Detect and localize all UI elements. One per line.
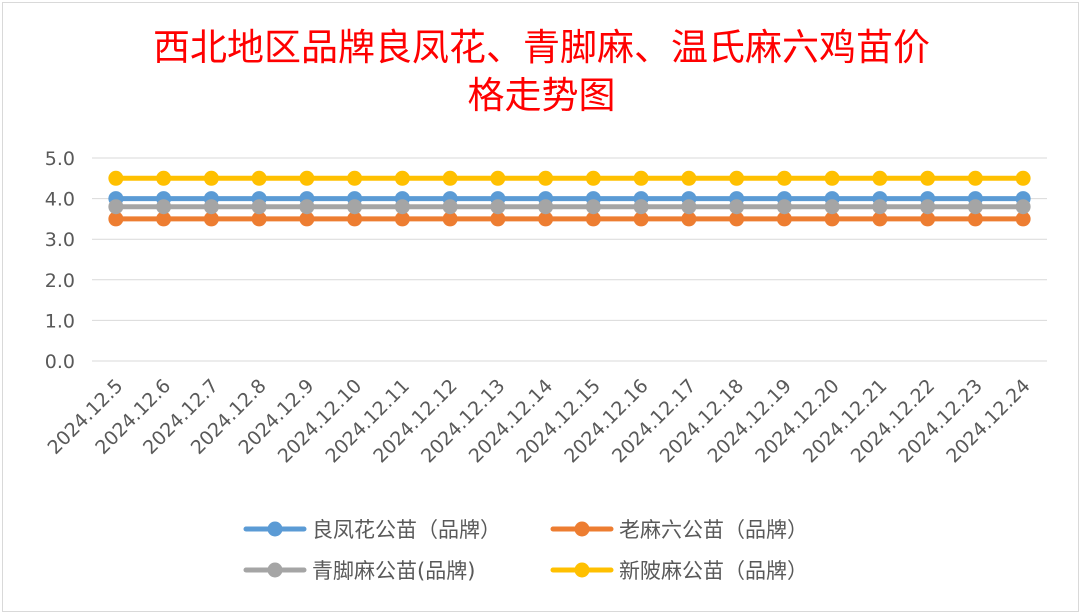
data-point	[824, 211, 840, 227]
data-point	[538, 199, 554, 215]
y-tick-label: 0.0	[45, 351, 75, 373]
data-point	[920, 199, 936, 215]
legend: 良凤花公苗（品牌） 老麻六公苗（品牌） 青脚麻公苗(品牌) 新陂麻公苗（品牌）	[243, 518, 808, 583]
data-point	[156, 199, 172, 215]
data-point	[872, 170, 888, 186]
data-point	[967, 199, 983, 215]
data-point	[251, 199, 267, 215]
data-point	[394, 211, 410, 227]
data-point	[203, 170, 219, 186]
data-point	[442, 170, 458, 186]
gridlines	[92, 157, 1047, 362]
data-point	[203, 199, 219, 215]
chart-title: 西北地区品牌良凤花、青脚麻、温氏麻六鸡苗价 格走势图	[0, 24, 1083, 120]
data-point	[108, 199, 124, 215]
data-point	[824, 199, 840, 215]
legend-label: 老麻六公苗（品牌）	[619, 518, 808, 542]
data-point	[585, 170, 601, 186]
series-3	[108, 199, 1031, 215]
y-tick-label: 3.0	[45, 229, 75, 251]
data-point	[299, 170, 315, 186]
data-point	[347, 211, 363, 227]
data-point	[108, 211, 124, 227]
y-tick-label: 4.0	[45, 189, 75, 211]
data-point	[442, 211, 458, 227]
y-tick-label: 5.0	[45, 148, 75, 170]
legend-label: 新陂麻公苗（品牌）	[619, 559, 808, 583]
data-point	[538, 211, 554, 227]
legend-item: 新陂麻公苗（品牌）	[550, 559, 808, 583]
legend-label: 良凤花公苗（品牌）	[312, 518, 501, 542]
data-point	[347, 199, 363, 215]
legend-item: 良凤花公苗（品牌）	[243, 518, 501, 542]
data-point	[776, 199, 792, 215]
data-point	[824, 170, 840, 186]
chart-title-line-1: 西北地区品牌良凤花、青脚麻、温氏麻六鸡苗价	[153, 26, 930, 69]
data-point	[920, 170, 936, 186]
legend-label: 青脚麻公苗(品牌)	[312, 559, 475, 583]
series-4	[108, 170, 1031, 186]
series-lines	[108, 170, 1031, 227]
y-tick-label: 2.0	[45, 270, 75, 292]
data-point	[681, 211, 697, 227]
data-point	[442, 199, 458, 215]
data-point	[585, 199, 601, 215]
data-point	[490, 199, 506, 215]
series-2	[108, 211, 1031, 227]
chart-title-line-2: 格走势图	[467, 74, 616, 117]
data-point	[1015, 199, 1031, 215]
data-point	[967, 170, 983, 186]
data-point	[394, 199, 410, 215]
data-point	[776, 211, 792, 227]
data-point	[920, 211, 936, 227]
data-point	[585, 211, 601, 227]
data-point	[251, 170, 267, 186]
data-point	[490, 211, 506, 227]
data-point	[108, 170, 124, 186]
legend-item: 老麻六公苗（品牌）	[550, 518, 808, 542]
data-point	[156, 211, 172, 227]
data-point	[729, 211, 745, 227]
data-point	[729, 199, 745, 215]
data-point	[1015, 211, 1031, 227]
data-point	[203, 211, 219, 227]
data-point	[251, 211, 267, 227]
data-point	[633, 199, 649, 215]
y-axis-ticks: 0.0 1.0 2.0 3.0 4.0 5.0	[45, 148, 75, 373]
data-point	[681, 199, 697, 215]
data-point	[490, 170, 506, 186]
legend-item: 青脚麻公苗(品牌)	[243, 559, 475, 583]
data-point	[299, 211, 315, 227]
data-point	[156, 170, 172, 186]
data-point	[776, 170, 792, 186]
series-1	[108, 191, 1031, 207]
legend-swatch-marker	[267, 521, 283, 537]
data-point	[633, 211, 649, 227]
legend-swatch-marker	[574, 562, 590, 578]
legend-swatch-marker	[267, 562, 283, 578]
y-tick-label: 1.0	[45, 310, 75, 332]
data-point	[394, 170, 410, 186]
data-point	[347, 170, 363, 186]
data-point	[1015, 170, 1031, 186]
data-point	[872, 211, 888, 227]
x-axis-ticks: 2024.12.52024.12.62024.12.72024.12.82024…	[43, 375, 1034, 467]
data-point	[633, 170, 649, 186]
data-point	[729, 170, 745, 186]
data-point	[967, 211, 983, 227]
data-point	[681, 170, 697, 186]
data-point	[538, 170, 554, 186]
legend-swatch-marker	[574, 521, 590, 537]
data-point	[299, 199, 315, 215]
data-point	[872, 199, 888, 215]
